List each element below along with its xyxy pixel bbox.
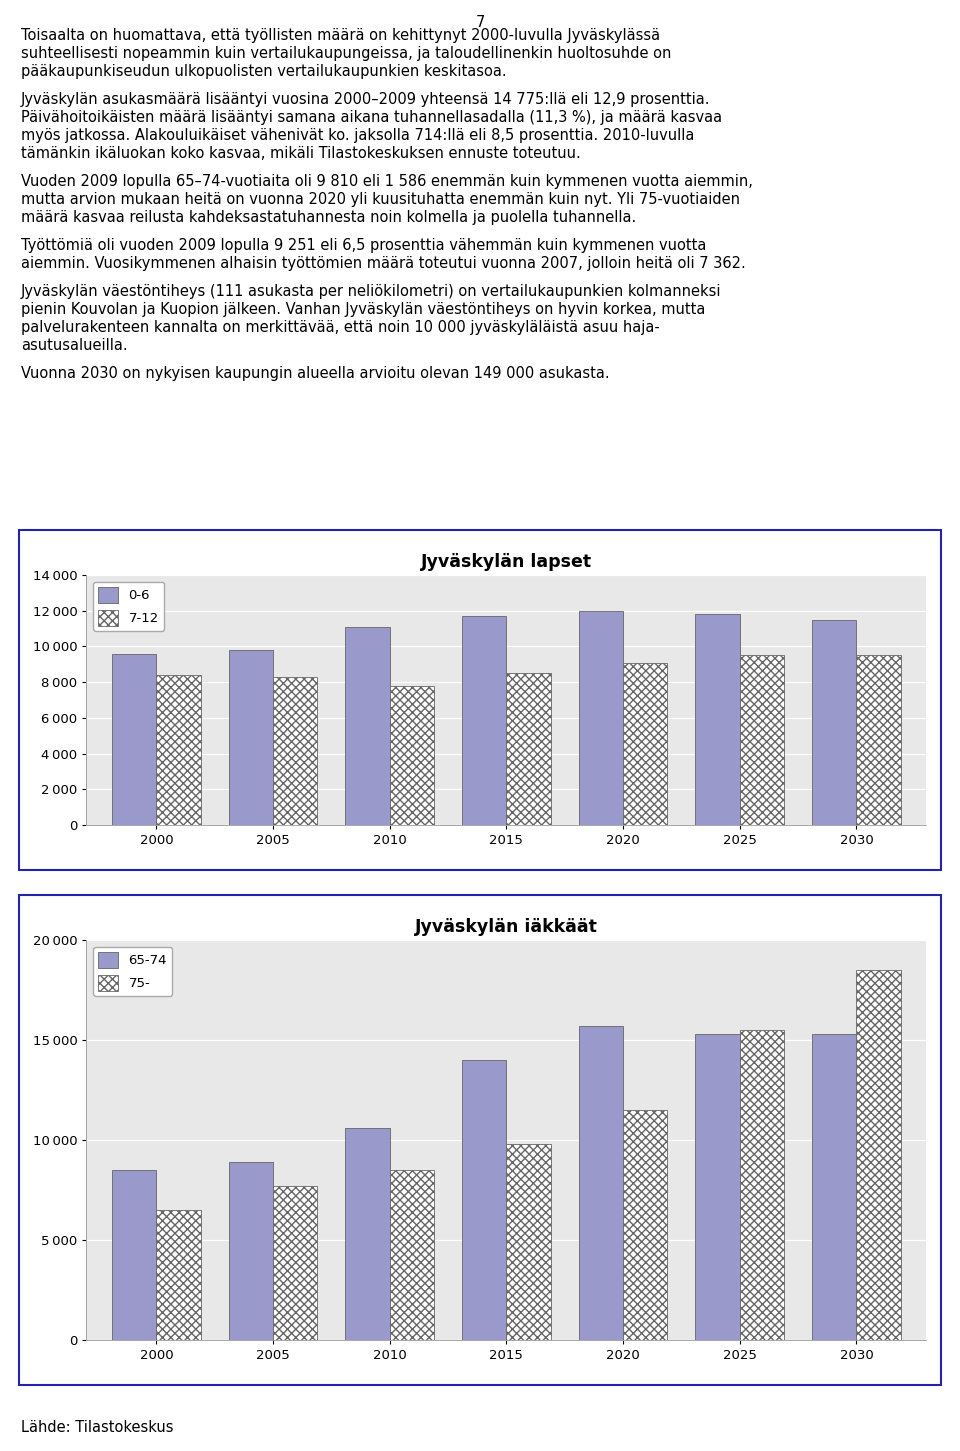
Bar — [507, 673, 551, 826]
Bar — [112, 653, 156, 826]
Bar — [695, 614, 740, 826]
Bar — [623, 663, 667, 826]
Title: Jyväskylän iäkkäät: Jyväskylän iäkkäät — [415, 917, 598, 936]
Text: Vuoden 2009 lopulla 65–74-vuotiaita oli 9 810 eli 1 586 enemmän kuin kymmenen vu: Vuoden 2009 lopulla 65–74-vuotiaita oli … — [21, 174, 753, 189]
Bar — [740, 656, 784, 826]
Bar — [579, 1026, 623, 1341]
Bar — [273, 676, 318, 826]
Bar — [695, 1035, 740, 1341]
Text: aiemmin. Vuosikymmenen alhaisin työttömien määrä toteutui vuonna 2007, jolloin h: aiemmin. Vuosikymmenen alhaisin työttömi… — [21, 255, 746, 271]
Text: Jyväskylän asukasmäärä lisääntyi vuosina 2000–2009 yhteensä 14 775:llä eli 12,9 : Jyväskylän asukasmäärä lisääntyi vuosina… — [21, 91, 710, 107]
Bar — [462, 617, 507, 826]
Bar — [228, 650, 273, 826]
Bar — [507, 1143, 551, 1341]
Bar — [273, 1185, 318, 1341]
Text: tämänkin ikäluokan koko kasvaa, mikäli Tilastokeskuksen ennuste toteutuu.: tämänkin ikäluokan koko kasvaa, mikäli T… — [21, 147, 581, 161]
Text: Vuonna 2030 on nykyisen kaupungin alueella arvioitu olevan 149 000 asukasta.: Vuonna 2030 on nykyisen kaupungin alueel… — [21, 366, 610, 382]
Bar — [812, 1035, 856, 1341]
Bar — [856, 971, 900, 1341]
Bar — [390, 1170, 434, 1341]
Text: palvelurakenteen kannalta on merkittävää, että noin 10 000 jyväskyläläistä asuu : palvelurakenteen kannalta on merkittävää… — [21, 321, 660, 335]
Bar — [812, 620, 856, 826]
Text: Päivähoitoikäisten määrä lisääntyi samana aikana tuhannellasadalla (11,3 %), ja : Päivähoitoikäisten määrä lisääntyi saman… — [21, 110, 722, 125]
Bar — [462, 1061, 507, 1341]
Text: myös jatkossa. Alakouluikäiset vähenivät ko. jaksolla 714:llä eli 8,5 prosenttia: myös jatkossa. Alakouluikäiset vähenivät… — [21, 128, 694, 144]
Legend: 0-6, 7-12: 0-6, 7-12 — [93, 582, 164, 631]
Text: Jyväskylän väestöntiheys (111 asukasta per neliökilometri) on vertailukaupunkien: Jyväskylän väestöntiheys (111 asukasta p… — [21, 284, 722, 299]
Text: määrä kasvaa reilusta kahdeksastatuhannesta noin kolmella ja puolella tuhannella: määrä kasvaa reilusta kahdeksastatuhanne… — [21, 210, 636, 225]
Legend: 65-74, 75-: 65-74, 75- — [93, 946, 173, 995]
Text: pääkaupunkiseudun ulkopuolisten vertailukaupunkien keskitasoa.: pääkaupunkiseudun ulkopuolisten vertailu… — [21, 64, 507, 78]
Bar — [156, 1210, 201, 1341]
Bar — [156, 675, 201, 826]
Text: Työttömiä oli vuoden 2009 lopulla 9 251 eli 6,5 prosenttia vähemmän kuin kymmene: Työttömiä oli vuoden 2009 lopulla 9 251 … — [21, 238, 707, 252]
Text: pienin Kouvolan ja Kuopion jälkeen. Vanhan Jyväskylän väestöntiheys on hyvin kor: pienin Kouvolan ja Kuopion jälkeen. Vanh… — [21, 302, 706, 316]
Text: suhteellisesti nopeammin kuin vertailukaupungeissa, ja taloudellinenkin huoltosu: suhteellisesti nopeammin kuin vertailuka… — [21, 46, 671, 61]
Bar — [228, 1162, 273, 1341]
Text: asutusalueilla.: asutusalueilla. — [21, 338, 128, 353]
Bar — [346, 627, 390, 826]
Bar — [112, 1170, 156, 1341]
Bar — [856, 656, 900, 826]
Text: Toisaalta on huomattava, että työllisten määrä on kehittynyt 2000-luvulla Jyväsk: Toisaalta on huomattava, että työllisten… — [21, 28, 660, 44]
Bar — [623, 1110, 667, 1341]
Title: Jyväskylän lapset: Jyväskylän lapset — [420, 553, 592, 570]
Bar — [346, 1127, 390, 1341]
Bar — [740, 1030, 784, 1341]
Text: Lähde: Tilastokeskus: Lähde: Tilastokeskus — [21, 1421, 174, 1435]
Bar — [390, 686, 434, 826]
Text: mutta arvion mukaan heitä on vuonna 2020 yli kuusituhatta enemmän kuin nyt. Yli : mutta arvion mukaan heitä on vuonna 2020… — [21, 192, 740, 207]
Text: 7: 7 — [475, 15, 485, 30]
Bar — [579, 611, 623, 826]
